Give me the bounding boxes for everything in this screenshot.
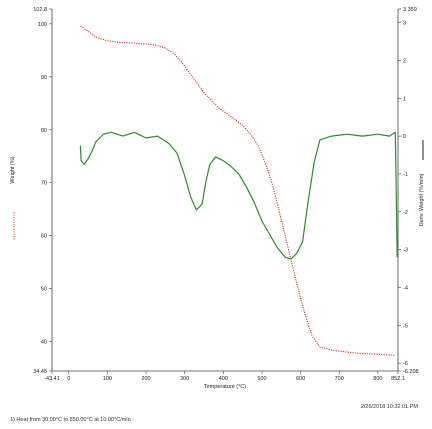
- left-y-tick-label: 100: [38, 22, 47, 28]
- right-y-tick-label: -2: [403, 210, 408, 216]
- x-tick-label: 500: [257, 376, 266, 382]
- right-y-tick-label: 0: [403, 134, 406, 140]
- timestamp: 2/26/2018 10:32:01 PM: [360, 404, 418, 410]
- right-y-tick-label: 2: [403, 58, 406, 64]
- weight-series-line: [80, 25, 396, 356]
- x-tick-label: 100: [103, 376, 112, 382]
- x-tick-label: 600: [296, 376, 305, 382]
- left-y-tick-label: 80: [41, 128, 47, 134]
- left-y-tick-label: 70: [41, 181, 47, 187]
- x-tick-label: -43.41: [44, 376, 60, 382]
- right-y-tick-label: 3: [403, 21, 406, 27]
- x-tick-label: 300: [180, 376, 189, 382]
- left-y-tick-label: 90: [41, 75, 47, 81]
- left-y-tick-label: 40: [41, 340, 47, 346]
- x-tick-label: 700: [335, 376, 344, 382]
- right-y-tick-label: -1: [403, 172, 408, 178]
- right-y-tick-label: 3.359: [403, 7, 417, 13]
- right-y-tick-label: -4: [403, 285, 408, 291]
- right-y-tick-label: -6: [403, 361, 408, 367]
- series-layer: [79, 25, 398, 356]
- tick-layer: -43.41 0 100 200 300 400 500 600 700 800 852.1102.…: [33, 7, 418, 382]
- x-tick-label: 852.1: [391, 376, 405, 382]
- left-y-tick-label: 60: [41, 234, 47, 240]
- left-y-tick-label: 50: [41, 287, 47, 293]
- left-y-tick-label: 102.8: [33, 7, 47, 13]
- left-y-tick-label: 34.45: [33, 369, 47, 375]
- right-y-axis-label: Deriv. Weight (%/min): [419, 173, 425, 226]
- right-y-tick-label: -3: [403, 248, 408, 254]
- right-y-tick-label: -6.208: [403, 369, 419, 375]
- x-tick-label: 400: [219, 376, 228, 382]
- chart-axes: [51, 9, 399, 372]
- x-axis-label: Temperature (°C): [204, 384, 246, 390]
- method-note: 1) Heat from 30.00°C to 850.00°C at 10.0…: [10, 417, 131, 423]
- x-tick-label: 800: [373, 376, 382, 382]
- right-y-tick-label: 1: [403, 96, 406, 102]
- x-tick-label: 0: [67, 376, 70, 382]
- right-y-tick-label: -5: [403, 323, 408, 329]
- x-tick-label: 200: [141, 376, 150, 382]
- deriv-weight-series-line: [79, 131, 398, 260]
- left-y-axis-label: Weight (%): [10, 156, 16, 183]
